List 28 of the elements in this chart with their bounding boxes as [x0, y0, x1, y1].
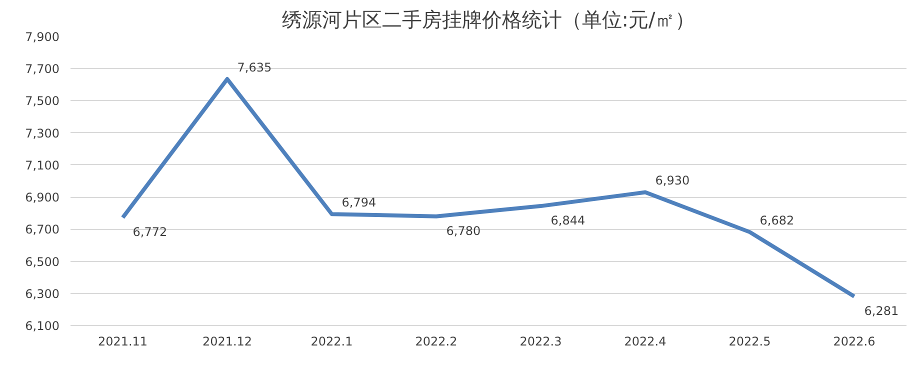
x-tick-label: 2022.1	[310, 334, 353, 348]
text: 6,682	[760, 214, 794, 228]
y-tick-label: 7,500	[25, 94, 60, 108]
y-tick-label: 7,700	[25, 62, 60, 76]
line-series	[120, 77, 856, 298]
chart-title: 绣源河片区二手房挂牌价格统计（单位:元/㎡）	[282, 8, 696, 32]
y-tick-label: 6,900	[25, 190, 60, 205]
y-tick-label: 6,700	[25, 222, 60, 237]
text: 7,635	[237, 60, 272, 75]
text: 6,930	[655, 174, 690, 188]
x-tick-label: 2022.2	[415, 334, 458, 348]
text: 6,281	[864, 304, 899, 318]
x-tick-label: 2022.4	[624, 334, 666, 348]
x-tick-label: 2022.3	[520, 334, 562, 348]
x-tick-label: 2021.12	[202, 334, 252, 348]
x-tick-label: 2022.6	[833, 334, 876, 348]
text: 6,794	[342, 196, 376, 210]
y-tick-label: 6,300	[25, 286, 60, 301]
x-tick-label: 2021.11	[98, 334, 148, 348]
text: 6,780	[446, 224, 481, 238]
x-tick-label: 2022.5	[728, 334, 771, 348]
y-tick-label: 7,300	[25, 126, 60, 140]
y-tick-label: 6,500	[25, 254, 60, 269]
y-tick-label: 6,100	[25, 319, 60, 333]
y-tick-label: 7,100	[25, 158, 60, 172]
text: 6,844	[550, 214, 586, 228]
text: 6,772	[132, 225, 168, 240]
y-tick-label: 7,900	[25, 30, 60, 44]
